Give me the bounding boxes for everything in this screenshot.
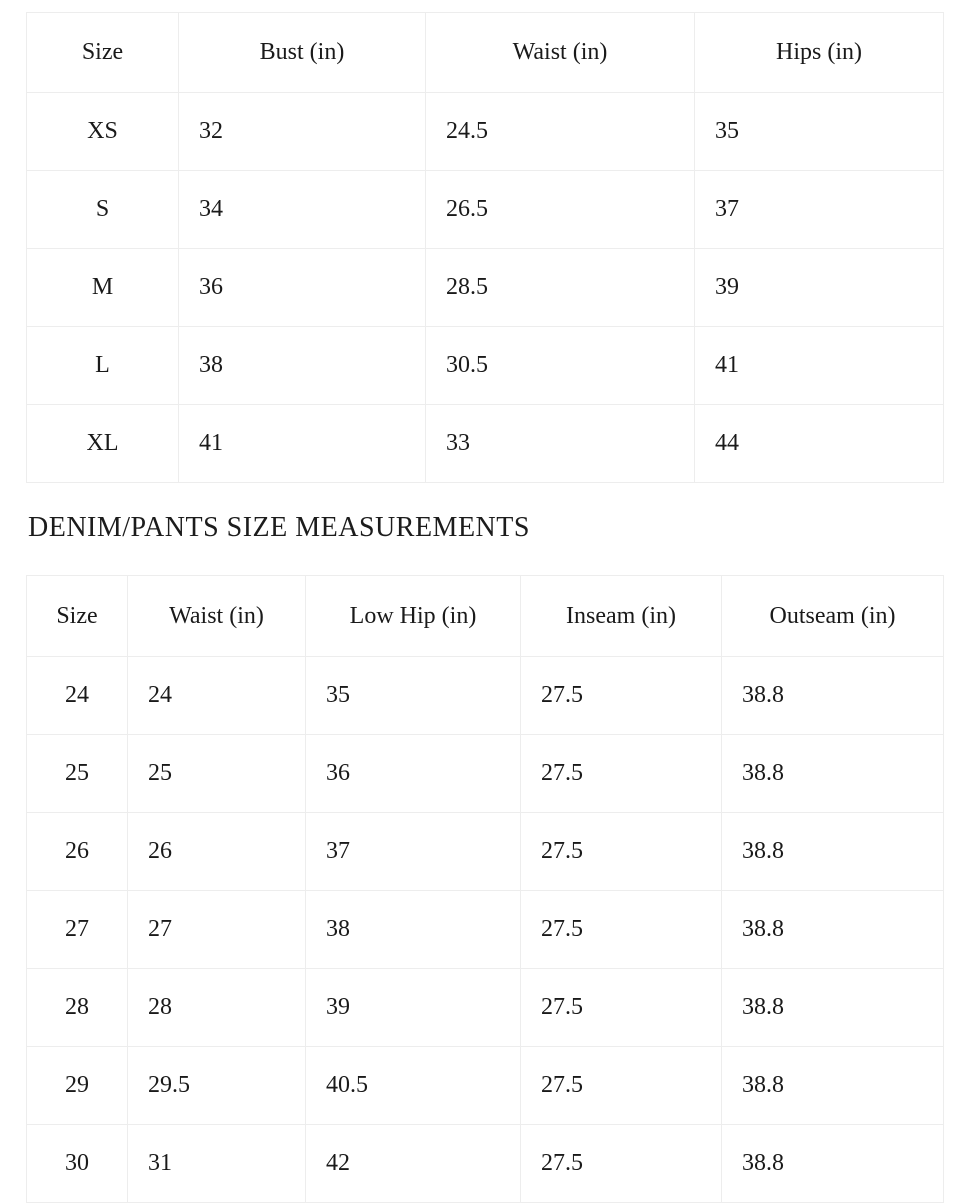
cell-hips: 35 — [694, 92, 944, 171]
cell-inseam: 27.5 — [520, 890, 722, 969]
column-header-size: Size — [26, 12, 179, 93]
table-header-row: Size Waist (in) Low Hip (in) Inseam (in)… — [26, 575, 944, 657]
cell-outseam: 38.8 — [721, 1124, 944, 1203]
cell-waist: 26 — [127, 812, 306, 891]
cell-waist: 26.5 — [425, 170, 695, 249]
cell-low-hip: 35 — [305, 656, 521, 735]
table-row: 28 28 39 27.5 38.8 — [26, 968, 944, 1047]
column-header-waist: Waist (in) — [127, 575, 306, 657]
column-header-inseam: Inseam (in) — [520, 575, 722, 657]
cell-inseam: 27.5 — [520, 1046, 722, 1125]
cell-outseam: 38.8 — [721, 812, 944, 891]
table-row: 30 31 42 27.5 38.8 — [26, 1124, 944, 1203]
cell-hips: 44 — [694, 404, 944, 483]
column-header-waist: Waist (in) — [425, 12, 695, 93]
cell-waist: 25 — [127, 734, 306, 813]
cell-size: 30 — [26, 1124, 128, 1203]
tops-size-table: Size Bust (in) Waist (in) Hips (in) XS 3… — [26, 12, 944, 483]
cell-hips: 37 — [694, 170, 944, 249]
cell-hips: 41 — [694, 326, 944, 405]
column-header-hips: Hips (in) — [694, 12, 944, 93]
cell-low-hip: 37 — [305, 812, 521, 891]
cell-size: L — [26, 326, 179, 405]
cell-waist: 27 — [127, 890, 306, 969]
cell-size: 24 — [26, 656, 128, 735]
cell-inseam: 27.5 — [520, 1124, 722, 1203]
cell-inseam: 27.5 — [520, 812, 722, 891]
cell-low-hip: 38 — [305, 890, 521, 969]
cell-low-hip: 42 — [305, 1124, 521, 1203]
cell-bust: 41 — [178, 404, 426, 483]
cell-waist: 31 — [127, 1124, 306, 1203]
cell-waist: 24.5 — [425, 92, 695, 171]
cell-bust: 36 — [178, 248, 426, 327]
cell-waist: 33 — [425, 404, 695, 483]
cell-size: 26 — [26, 812, 128, 891]
table-row: XS 32 24.5 35 — [26, 92, 944, 171]
cell-waist: 24 — [127, 656, 306, 735]
denim-size-table: Size Waist (in) Low Hip (in) Inseam (in)… — [26, 575, 944, 1203]
cell-waist: 29.5 — [127, 1046, 306, 1125]
column-header-size: Size — [26, 575, 128, 657]
cell-inseam: 27.5 — [520, 734, 722, 813]
cell-waist: 28 — [127, 968, 306, 1047]
cell-low-hip: 36 — [305, 734, 521, 813]
cell-outseam: 38.8 — [721, 968, 944, 1047]
column-header-low-hip: Low Hip (in) — [305, 575, 521, 657]
cell-size: 25 — [26, 734, 128, 813]
table-row: L 38 30.5 41 — [26, 326, 944, 405]
cell-size: S — [26, 170, 179, 249]
cell-outseam: 38.8 — [721, 734, 944, 813]
denim-section-heading: DENIM/PANTS SIZE MEASUREMENTS — [28, 512, 530, 543]
table-row: 27 27 38 27.5 38.8 — [26, 890, 944, 969]
table-row: XL 41 33 44 — [26, 404, 944, 483]
cell-outseam: 38.8 — [721, 890, 944, 969]
table-header-row: Size Bust (in) Waist (in) Hips (in) — [26, 12, 944, 93]
cell-size: 29 — [26, 1046, 128, 1125]
cell-inseam: 27.5 — [520, 968, 722, 1047]
cell-low-hip: 40.5 — [305, 1046, 521, 1125]
cell-waist: 28.5 — [425, 248, 695, 327]
table-row: 25 25 36 27.5 38.8 — [26, 734, 944, 813]
table-row: 26 26 37 27.5 38.8 — [26, 812, 944, 891]
column-header-outseam: Outseam (in) — [721, 575, 944, 657]
cell-outseam: 38.8 — [721, 656, 944, 735]
cell-size: M — [26, 248, 179, 327]
cell-size: XL — [26, 404, 179, 483]
cell-size: 28 — [26, 968, 128, 1047]
table-row: S 34 26.5 37 — [26, 170, 944, 249]
cell-bust: 34 — [178, 170, 426, 249]
cell-size: XS — [26, 92, 179, 171]
column-header-bust: Bust (in) — [178, 12, 426, 93]
table-row: 24 24 35 27.5 38.8 — [26, 656, 944, 735]
table-row: 29 29.5 40.5 27.5 38.8 — [26, 1046, 944, 1125]
cell-low-hip: 39 — [305, 968, 521, 1047]
table-row: M 36 28.5 39 — [26, 248, 944, 327]
cell-size: 27 — [26, 890, 128, 969]
cell-waist: 30.5 — [425, 326, 695, 405]
cell-hips: 39 — [694, 248, 944, 327]
cell-bust: 32 — [178, 92, 426, 171]
cell-inseam: 27.5 — [520, 656, 722, 735]
cell-bust: 38 — [178, 326, 426, 405]
cell-outseam: 38.8 — [721, 1046, 944, 1125]
